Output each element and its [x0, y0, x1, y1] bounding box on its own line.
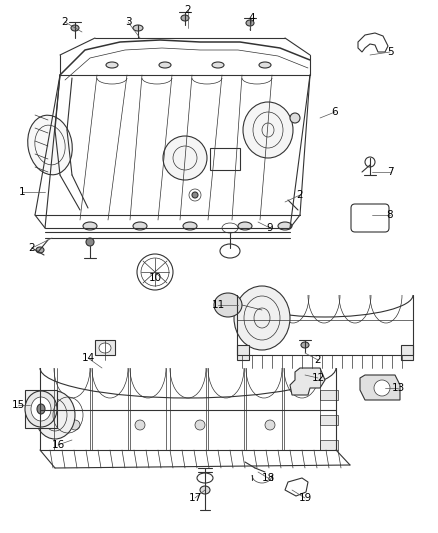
Ellipse shape — [163, 136, 207, 180]
Polygon shape — [358, 33, 388, 52]
Text: 11: 11 — [212, 300, 225, 310]
Text: 1: 1 — [19, 187, 25, 197]
Bar — [320, 440, 338, 450]
Ellipse shape — [83, 222, 97, 230]
Ellipse shape — [265, 420, 275, 430]
Ellipse shape — [159, 62, 171, 68]
Ellipse shape — [106, 62, 118, 68]
Ellipse shape — [220, 244, 240, 258]
Ellipse shape — [234, 286, 290, 350]
Ellipse shape — [183, 222, 197, 230]
Ellipse shape — [192, 192, 198, 198]
Text: 12: 12 — [311, 373, 325, 383]
Text: 13: 13 — [392, 383, 405, 393]
Polygon shape — [290, 368, 325, 395]
Text: 17: 17 — [188, 493, 201, 503]
Text: 2: 2 — [62, 17, 68, 27]
Ellipse shape — [86, 238, 94, 246]
Bar — [320, 415, 338, 425]
Ellipse shape — [99, 343, 111, 353]
Text: 18: 18 — [261, 473, 275, 483]
Ellipse shape — [214, 293, 242, 317]
Ellipse shape — [195, 420, 205, 430]
Ellipse shape — [374, 380, 390, 396]
Text: 10: 10 — [148, 273, 162, 283]
Text: 4: 4 — [249, 13, 255, 23]
Polygon shape — [285, 478, 308, 496]
Text: 7: 7 — [387, 167, 393, 177]
Text: 2: 2 — [28, 243, 35, 253]
Ellipse shape — [200, 486, 210, 494]
Polygon shape — [360, 375, 400, 400]
Ellipse shape — [137, 254, 173, 290]
Ellipse shape — [133, 25, 143, 31]
Text: 2: 2 — [185, 5, 191, 15]
Bar — [320, 390, 338, 400]
Ellipse shape — [37, 404, 45, 414]
Ellipse shape — [70, 420, 80, 430]
Ellipse shape — [133, 222, 147, 230]
Ellipse shape — [197, 473, 213, 483]
Text: 16: 16 — [51, 440, 65, 450]
Ellipse shape — [365, 157, 375, 167]
Text: 2: 2 — [297, 190, 303, 200]
Text: 8: 8 — [387, 210, 393, 220]
Ellipse shape — [25, 391, 57, 427]
Text: 2: 2 — [314, 355, 321, 365]
Text: 6: 6 — [332, 107, 338, 117]
Text: 3: 3 — [125, 17, 131, 27]
Ellipse shape — [71, 25, 79, 31]
Ellipse shape — [181, 15, 189, 21]
Ellipse shape — [212, 62, 224, 68]
Bar — [401, 345, 413, 360]
Ellipse shape — [290, 113, 300, 123]
Bar — [237, 345, 249, 360]
Ellipse shape — [28, 115, 72, 175]
Bar — [95, 340, 115, 355]
Text: 5: 5 — [387, 47, 393, 57]
Text: 9: 9 — [267, 223, 273, 233]
Ellipse shape — [36, 247, 44, 253]
Text: 19: 19 — [298, 493, 311, 503]
Bar — [25, 390, 57, 428]
FancyBboxPatch shape — [351, 204, 389, 232]
Ellipse shape — [238, 222, 252, 230]
Ellipse shape — [243, 102, 293, 158]
Ellipse shape — [259, 62, 271, 68]
Ellipse shape — [31, 397, 51, 421]
Ellipse shape — [135, 420, 145, 430]
Text: 14: 14 — [81, 353, 95, 363]
Ellipse shape — [301, 342, 309, 348]
Ellipse shape — [35, 391, 75, 439]
Ellipse shape — [246, 20, 254, 26]
Ellipse shape — [278, 222, 292, 230]
Text: 15: 15 — [11, 400, 25, 410]
Bar — [210, 148, 240, 170]
